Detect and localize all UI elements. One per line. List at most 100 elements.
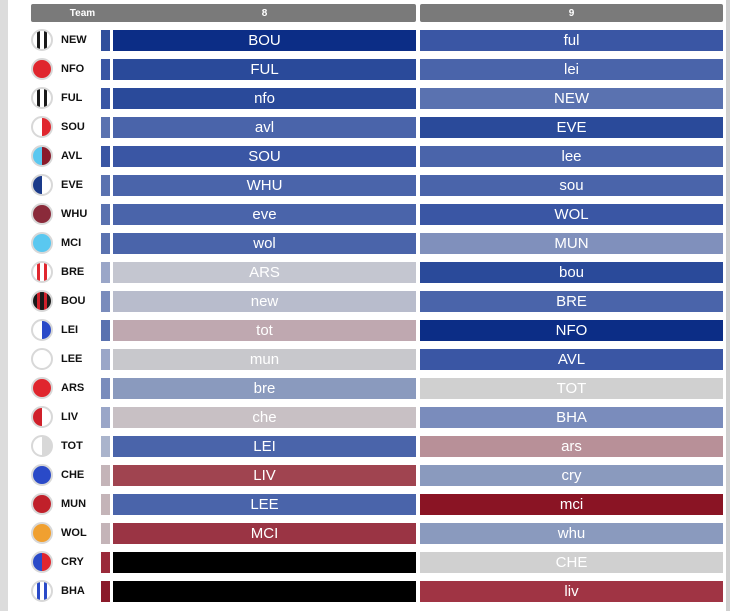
team-abbreviation: LIV: [61, 411, 79, 423]
fixture-cell-gw9[interactable]: NFO: [420, 320, 723, 341]
left-window-edge: [0, 0, 8, 611]
fixture-cell-gw9[interactable]: liv: [420, 581, 723, 602]
fixture-cell-gw9[interactable]: NEW: [420, 88, 723, 109]
team-crest-icon: [31, 522, 53, 544]
fixture-cell-gw9[interactable]: MUN: [420, 233, 723, 254]
table-row: BHA liv: [8, 577, 726, 606]
header-team[interactable]: Team: [31, 4, 134, 22]
table-row: LEI tot NFO: [8, 316, 726, 345]
fixture-cell-gw9[interactable]: whu: [420, 523, 723, 544]
fixture-cell-gw8[interactable]: avl: [113, 117, 416, 138]
fixture-cell-gw9[interactable]: cry: [420, 465, 723, 486]
fixture-cell-gw8[interactable]: bre: [113, 378, 416, 399]
difficulty-swatch: [101, 407, 110, 428]
difficulty-swatch: [101, 59, 110, 80]
fixture-cell-gw8[interactable]: [113, 581, 416, 602]
team-crest-icon: [31, 348, 53, 370]
team-crest-icon: [31, 203, 53, 225]
team-crest-icon: [31, 464, 53, 486]
team-abbreviation: CRY: [61, 556, 84, 568]
fixture-cell-gw8[interactable]: LEE: [113, 494, 416, 515]
team-abbreviation: NFO: [61, 63, 85, 75]
team-abbreviation: BOU: [61, 295, 86, 307]
difficulty-swatch: [101, 349, 110, 370]
fixture-cell-gw8[interactable]: LIV: [113, 465, 416, 486]
fixture-cell-gw8[interactable]: new: [113, 291, 416, 312]
table-row: LEE mun AVL: [8, 345, 726, 374]
difficulty-swatch: [101, 30, 110, 51]
fixture-cell-gw9[interactable]: CHE: [420, 552, 723, 573]
fixture-cell-gw8[interactable]: WHU: [113, 175, 416, 196]
difficulty-swatch: [101, 175, 110, 196]
table-row: AVL SOU lee: [8, 142, 726, 171]
fixture-cell-gw9[interactable]: lei: [420, 59, 723, 80]
fixture-cell-gw8[interactable]: [113, 552, 416, 573]
team-crest-icon: [31, 29, 53, 51]
difficulty-swatch: [101, 320, 110, 341]
table-row: LIV che BHA: [8, 403, 726, 432]
team-abbreviation: WOL: [61, 527, 87, 539]
fixture-cell-gw8[interactable]: eve: [113, 204, 416, 225]
fixture-cell-gw9[interactable]: ars: [420, 436, 723, 457]
team-crest-icon: [31, 87, 53, 109]
table-row: CRY CHE: [8, 548, 726, 577]
difficulty-swatch: [101, 146, 110, 167]
header-gameweek-8[interactable]: 8: [113, 4, 416, 22]
fixture-cell-gw8[interactable]: MCI: [113, 523, 416, 544]
fixture-table: Team 8 9 NEW BOU ful NFO FUL lei FUL nfo NEW SOU a…: [8, 0, 726, 611]
fixture-cell-gw9[interactable]: mci: [420, 494, 723, 515]
header-gameweek-9[interactable]: 9: [420, 4, 723, 22]
scrollbar-track[interactable]: [726, 0, 730, 611]
table-row: CHE LIV cry: [8, 461, 726, 490]
team-abbreviation: MCI: [61, 237, 82, 249]
team-abbreviation: CHE: [61, 469, 85, 481]
team-crest-icon: [31, 435, 53, 457]
difficulty-swatch: [101, 465, 110, 486]
team-crest-icon: [31, 174, 53, 196]
table-row: NFO FUL lei: [8, 55, 726, 84]
fixture-cell-gw8[interactable]: nfo: [113, 88, 416, 109]
fixture-cell-gw9[interactable]: WOL: [420, 204, 723, 225]
team-crest-icon: [31, 551, 53, 573]
fixture-cell-gw8[interactable]: tot: [113, 320, 416, 341]
fixture-cell-gw8[interactable]: BOU: [113, 30, 416, 51]
team-crest-icon: [31, 145, 53, 167]
fixture-cell-gw8[interactable]: mun: [113, 349, 416, 370]
difficulty-swatch: [101, 233, 110, 254]
fixture-cell-gw9[interactable]: sou: [420, 175, 723, 196]
fixture-cell-gw8[interactable]: FUL: [113, 59, 416, 80]
fixture-cell-gw8[interactable]: SOU: [113, 146, 416, 167]
table-row: EVE WHU sou: [8, 171, 726, 200]
fixture-cell-gw9[interactable]: bou: [420, 262, 723, 283]
fixture-cell-gw9[interactable]: EVE: [420, 117, 723, 138]
team-abbreviation: LEI: [61, 324, 79, 336]
fixture-cell-gw9[interactable]: AVL: [420, 349, 723, 370]
team-abbreviation: BRE: [61, 266, 85, 278]
table-row: SOU avl EVE: [8, 113, 726, 142]
team-crest-icon: [31, 406, 53, 428]
team-abbreviation: WHU: [61, 208, 88, 220]
fixture-cell-gw9[interactable]: TOT: [420, 378, 723, 399]
table-row: WHU eve WOL: [8, 200, 726, 229]
team-crest-icon: [31, 232, 53, 254]
difficulty-swatch: [101, 291, 110, 312]
team-crest-icon: [31, 116, 53, 138]
table-row: FUL nfo NEW: [8, 84, 726, 113]
team-abbreviation: FUL: [61, 92, 83, 104]
team-crest-icon: [31, 290, 53, 312]
fixture-cell-gw8[interactable]: LEI: [113, 436, 416, 457]
fixture-cell-gw9[interactable]: BRE: [420, 291, 723, 312]
fixture-cell-gw9[interactable]: BHA: [420, 407, 723, 428]
fixture-cell-gw9[interactable]: ful: [420, 30, 723, 51]
fixture-cell-gw9[interactable]: lee: [420, 146, 723, 167]
team-crest-icon: [31, 580, 53, 602]
table-row: TOT LEI ars: [8, 432, 726, 461]
fixture-cell-gw8[interactable]: wol: [113, 233, 416, 254]
team-abbreviation: TOT: [61, 440, 83, 452]
team-crest-icon: [31, 377, 53, 399]
team-abbreviation: ARS: [61, 382, 85, 394]
team-abbreviation: MUN: [61, 498, 87, 510]
fixture-cell-gw8[interactable]: che: [113, 407, 416, 428]
fixture-cell-gw8[interactable]: ARS: [113, 262, 416, 283]
table-row: NEW BOU ful: [8, 26, 726, 55]
